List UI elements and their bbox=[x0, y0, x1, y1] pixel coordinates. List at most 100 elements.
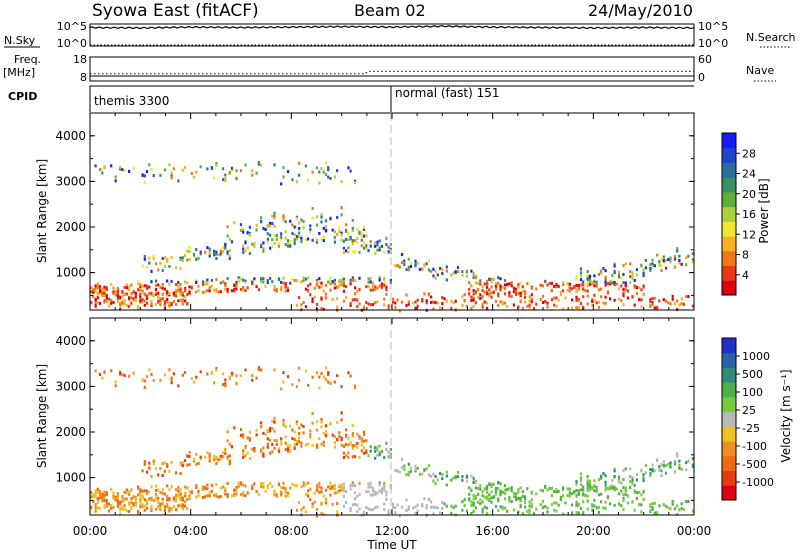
power-cbar-tick-label: 24 bbox=[742, 168, 756, 181]
velocity-cell bbox=[197, 461, 200, 465]
velocity-cell bbox=[148, 497, 151, 501]
velocity-cell bbox=[571, 492, 574, 496]
power-cell bbox=[342, 284, 345, 288]
velocity-cell bbox=[629, 486, 632, 489]
velocity-cell bbox=[562, 486, 565, 490]
velocity-cell bbox=[293, 443, 296, 447]
power-cell bbox=[691, 258, 694, 262]
power-cell bbox=[613, 283, 616, 287]
velocity-cell bbox=[342, 494, 345, 498]
velocity-cell bbox=[255, 490, 258, 494]
power-cell bbox=[383, 297, 386, 301]
velocity-cell bbox=[685, 500, 688, 503]
power-cell bbox=[575, 295, 578, 299]
power-cell bbox=[600, 269, 603, 273]
velocity-cell bbox=[114, 384, 117, 388]
velocity-cell bbox=[367, 490, 370, 494]
power-cell bbox=[264, 228, 267, 231]
power-cell bbox=[398, 265, 401, 269]
power-cell bbox=[302, 226, 305, 230]
velocity-cell bbox=[239, 428, 243, 432]
velocity-cell bbox=[114, 496, 117, 500]
velocity-cell bbox=[170, 376, 173, 380]
velocity-cell bbox=[566, 487, 569, 491]
velocity-cell bbox=[441, 477, 444, 480]
velocity-cell bbox=[284, 487, 287, 491]
power-cbar-swatch bbox=[722, 236, 736, 252]
velocity-cell bbox=[300, 423, 303, 427]
power-cell bbox=[472, 296, 475, 300]
velocity-cell bbox=[591, 503, 594, 507]
velocity-cell bbox=[624, 467, 627, 471]
power-cell bbox=[515, 287, 518, 291]
power-cell bbox=[649, 304, 652, 308]
velocity-cell bbox=[345, 454, 348, 458]
velocity-cell bbox=[324, 424, 328, 428]
velocity-cell bbox=[470, 474, 473, 478]
power-cell bbox=[374, 301, 377, 305]
velocity-cell bbox=[260, 483, 263, 487]
velocity-cell bbox=[490, 496, 493, 500]
power-cell bbox=[175, 283, 178, 287]
power-cell bbox=[532, 306, 536, 310]
power-cell bbox=[172, 167, 175, 171]
velocity-cell bbox=[260, 485, 263, 489]
power-cell bbox=[289, 219, 292, 223]
power-cell bbox=[148, 292, 151, 296]
sky-rtick-top: 10^5 bbox=[698, 20, 728, 33]
power-cell bbox=[143, 293, 146, 297]
power-cell bbox=[215, 289, 218, 293]
power-cell bbox=[445, 299, 448, 303]
power-cell bbox=[579, 283, 583, 287]
velocity-cell bbox=[640, 510, 643, 514]
power-cell bbox=[116, 299, 119, 303]
velocity-cell bbox=[298, 436, 301, 440]
power-cell bbox=[400, 253, 404, 256]
velocity-cell bbox=[499, 493, 502, 497]
velocity-cell bbox=[454, 504, 457, 508]
velocity-cell bbox=[338, 431, 341, 435]
power-cell bbox=[199, 250, 202, 254]
velocity-cell bbox=[579, 472, 583, 476]
power-cell bbox=[116, 296, 119, 300]
power-cell bbox=[201, 290, 205, 294]
power-cell bbox=[226, 287, 229, 291]
power-cell bbox=[463, 293, 466, 297]
velocity-cbar-swatch bbox=[722, 396, 736, 413]
power-cell bbox=[369, 276, 372, 280]
velocity-cell bbox=[400, 466, 404, 470]
velocity-cell bbox=[94, 506, 97, 510]
velocity-cell bbox=[586, 489, 589, 492]
power-cell bbox=[107, 297, 111, 301]
power-cbar-swatch bbox=[722, 133, 736, 149]
velocity-cell bbox=[246, 436, 249, 440]
velocity-cell bbox=[336, 374, 339, 378]
power-cell bbox=[416, 261, 419, 265]
velocity-cell bbox=[550, 503, 553, 507]
velocity-cell bbox=[130, 497, 133, 501]
velocity-cell bbox=[351, 483, 354, 487]
velocity-cell bbox=[474, 486, 477, 490]
power-cell bbox=[345, 223, 348, 227]
power-cell bbox=[286, 242, 290, 246]
power-cell bbox=[584, 289, 587, 293]
power-cell bbox=[541, 301, 545, 304]
power-cell bbox=[298, 221, 301, 225]
power-cell bbox=[215, 252, 218, 256]
velocity-cell bbox=[219, 454, 222, 458]
power-cell bbox=[92, 295, 95, 298]
power-cell bbox=[347, 166, 350, 170]
velocity-cell bbox=[179, 472, 182, 476]
power-cell bbox=[369, 244, 372, 248]
power-cell bbox=[351, 250, 354, 254]
velocity-cell bbox=[239, 492, 243, 496]
power-cell bbox=[631, 273, 634, 277]
power-cell bbox=[593, 284, 596, 288]
velocity-cell bbox=[649, 505, 652, 508]
velocity-cell bbox=[184, 485, 187, 489]
power-cell bbox=[383, 303, 386, 307]
power-cell bbox=[486, 290, 489, 294]
velocity-cell bbox=[541, 499, 545, 503]
